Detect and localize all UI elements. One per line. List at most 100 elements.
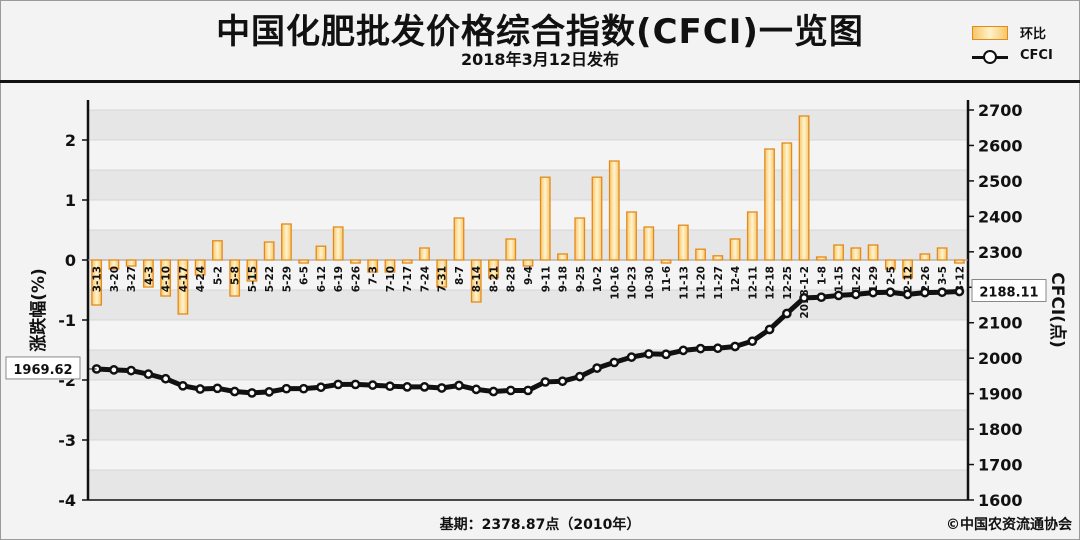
bar [815,256,827,261]
bar [660,259,672,264]
bar [194,259,206,276]
x-tick-label: 1-8 [816,266,828,285]
cfci-point [799,293,809,303]
x-tick-label: 8-7 [454,266,466,285]
bar [160,259,172,297]
y2-tick-label: 2400 [978,207,1023,226]
cfci-point [557,376,568,387]
y2-tick-label: 2500 [978,172,1023,191]
copyright-note: ©中国农资流通协会 [946,517,1072,533]
base-period-note: 基期：2378.87点（2010年） [439,517,641,533]
cfci-point [109,365,119,375]
bar [591,176,603,261]
cfci-point [471,384,482,395]
x-tick-label: 5-2 [212,266,224,285]
cfci-point [661,349,671,360]
x-tick-label: 3-13 [92,266,104,292]
grid-band [88,230,968,260]
end-value-box [971,278,1047,302]
x-tick-label: 7-17 [402,266,414,292]
cfci-point [850,289,861,300]
x-tick-label: 3-20 [109,266,121,292]
cfci-point [695,343,706,354]
bar [902,259,914,279]
bar [332,226,344,261]
x-tick-label: 12-11 [747,266,759,300]
x-tick-label: 2-5 [885,266,897,285]
x-tick-label: 2-12 [903,266,915,292]
bar [142,259,154,288]
y-tick-label: 1 [65,191,76,210]
y-tick-label: -1 [58,311,76,330]
end-value-label: 2188.11 [979,285,1038,300]
cfci-point [212,383,223,394]
cfci-point [574,371,585,382]
y2-tick-label: 2100 [978,314,1023,333]
cfci-point [730,341,740,352]
x-tick-label: 1-15 [834,266,846,292]
x-tick-label: 10-23 [627,266,639,300]
x-tick-label: 12-25 [782,266,794,300]
bar [850,247,862,261]
bar [470,259,482,303]
bar [125,259,137,267]
x-tick-label: 11-6 [661,266,673,292]
x-tick-label: 5-8 [230,266,242,285]
cfci-point [298,383,309,394]
legend-label-bar: 环比 [1020,27,1047,42]
cfci-point [316,382,326,393]
bar [746,211,758,261]
bar [367,259,379,273]
cfci-point [626,352,637,362]
cfci-point [712,343,723,354]
cfci-point [178,380,188,391]
x-tick-label: 8-14 [471,266,483,292]
x-tick-label: 6-26 [350,266,362,292]
x-tick-label: 9-4 [523,266,535,285]
x-tick-label: 10-16 [609,266,621,300]
x-tick-label: 12-18 [765,266,777,300]
cfci-point [281,383,292,394]
bar [419,247,430,261]
bar [281,223,292,261]
x-tick-label: 12-4 [730,266,742,292]
release-date: 2018年3月12日发布 [461,50,619,69]
cfci-point [833,290,844,301]
cfci-point [229,386,240,397]
cfci-point [816,292,827,303]
x-tick-label: 9-18 [558,266,570,292]
line-marker-icon [983,50,997,64]
x-tick-label: 8-21 [488,266,500,292]
header-divider [0,80,1080,83]
cfci-point [885,287,896,298]
y2-tick-label: 2700 [978,101,1023,120]
bar [608,160,620,261]
cfci-point [488,386,499,397]
grid-band [88,410,968,440]
bar [298,259,310,264]
cfci-point [764,324,775,335]
cfci-point [937,287,947,298]
cfci-point [902,289,913,300]
grid-band [88,170,968,200]
chart-title: 中国化肥批发价格综合指数(CFCI)一览图 [216,12,864,52]
bar [246,259,258,282]
bar-swatch-icon [972,26,1008,40]
bar [953,259,965,264]
x-tick-label: 9-11 [540,266,552,292]
x-tick-label: 7-10 [385,266,397,292]
bar [919,253,931,261]
y2-axis-title: CFCI(点) [1047,272,1068,347]
cfci-point [264,387,275,397]
y2-tick-label: 2300 [978,243,1023,262]
cfci-point [160,373,171,384]
grid-band [88,470,968,500]
legend: 环比 CFCI [968,22,1074,74]
bar [643,226,655,261]
cfci-point [367,380,378,390]
legend-item-line: CFCI [968,47,1074,69]
x-tick-label: 4-24 [195,266,207,292]
cfci-point [505,385,516,396]
bar [539,176,551,261]
cfci-point [126,365,136,376]
